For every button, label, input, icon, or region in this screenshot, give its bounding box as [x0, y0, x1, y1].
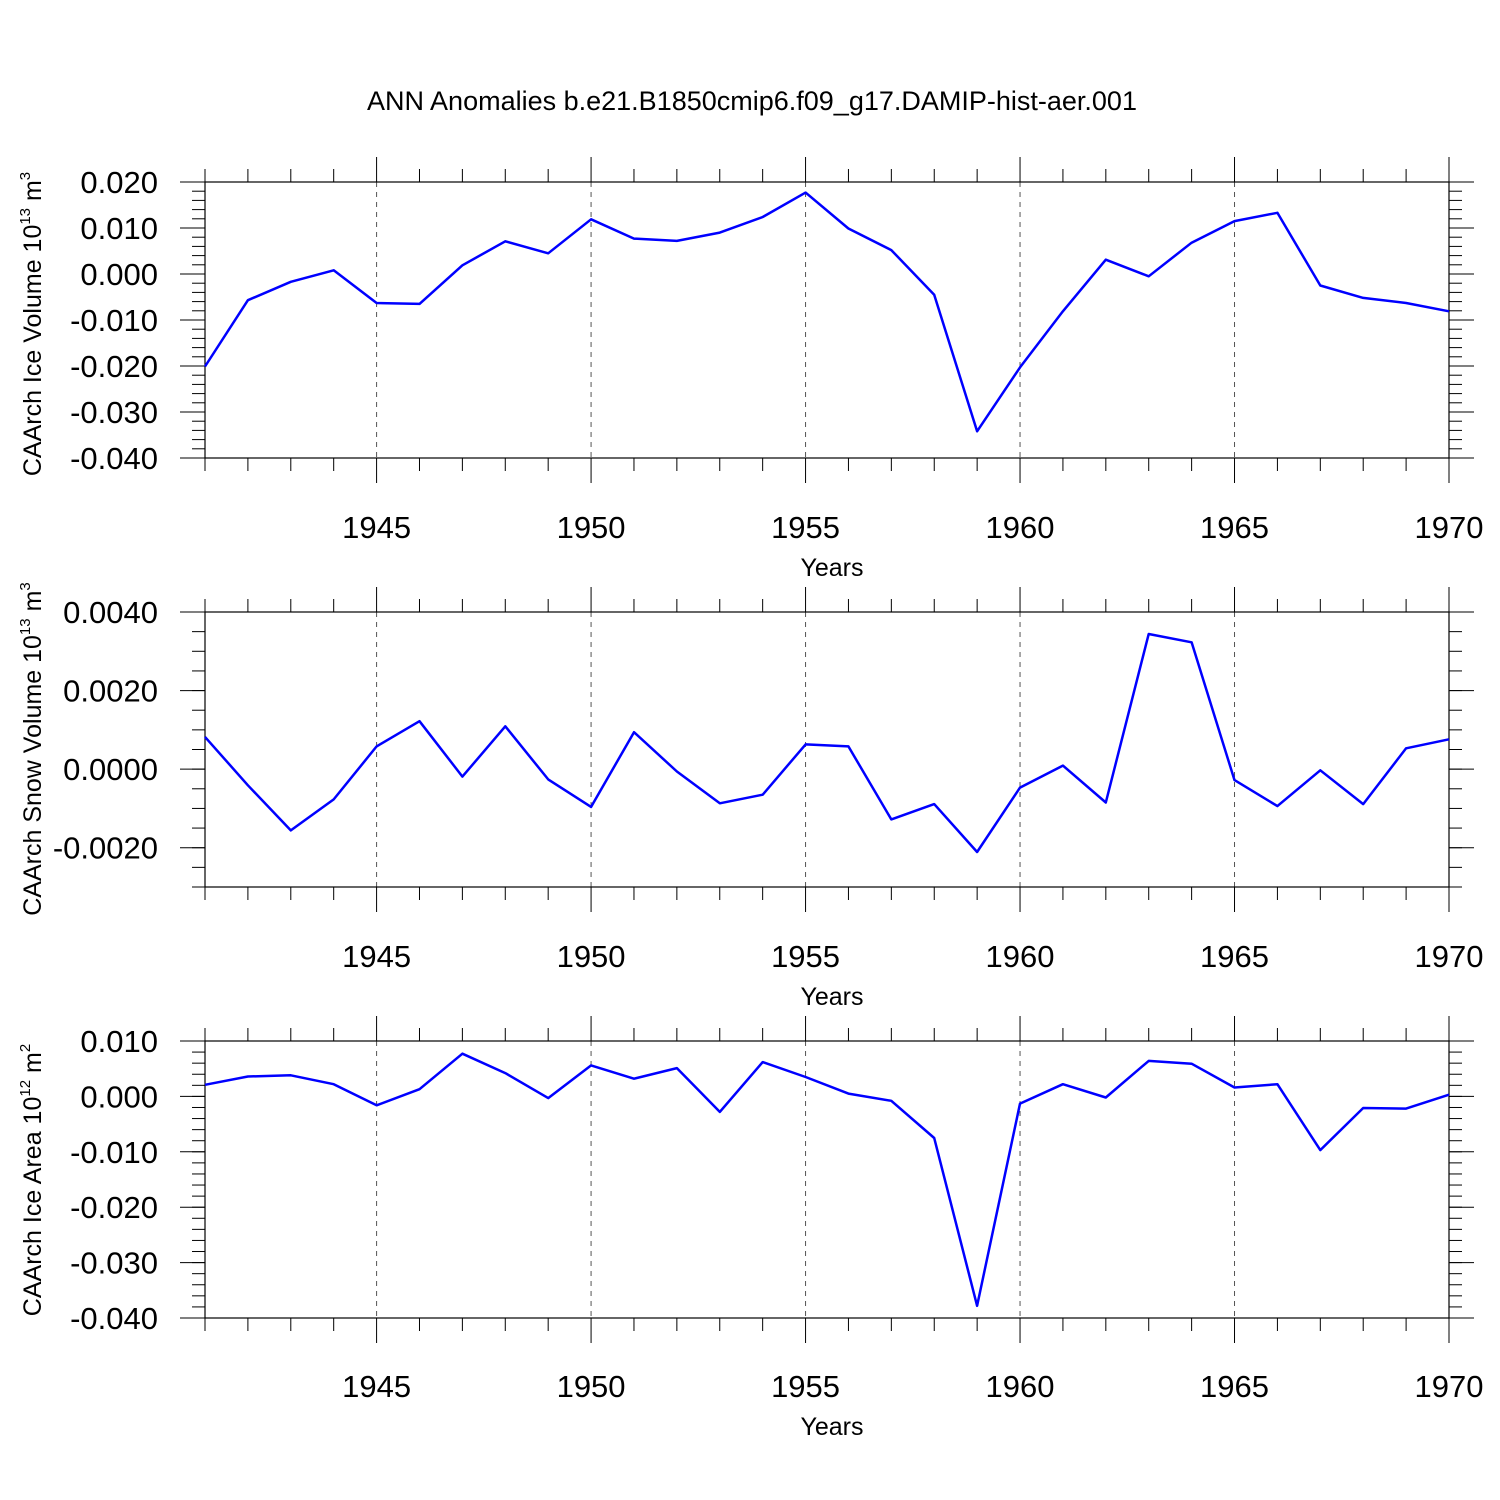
x-tick-label: 1955 — [771, 510, 840, 545]
y-tick-label: 0.0040 — [63, 595, 158, 630]
x-tick-label: 1960 — [986, 939, 1055, 974]
y-tick-label: -0.040 — [70, 1301, 158, 1336]
panel-1: 1945 1950 1955 1960 1965 1970 Years 0.020 0.010 0… — [17, 157, 1483, 582]
series-line — [204, 1052, 1450, 1308]
x-tick-label: 1970 — [1415, 510, 1484, 545]
y-tick-label: 0.0000 — [63, 752, 158, 787]
y-tick-label: -0.020 — [70, 349, 158, 384]
x-tick-label: 1945 — [342, 1369, 411, 1404]
y-tick-label: -0.010 — [70, 1135, 158, 1170]
x-tick-label: 1965 — [1200, 1369, 1269, 1404]
x-tick-label: 1955 — [771, 939, 840, 974]
x-tick-label: 1950 — [557, 1369, 626, 1404]
y-tick-label: 0.000 — [80, 1079, 158, 1114]
y-tick-label: -0.020 — [70, 1190, 158, 1225]
x-tick-label: 1970 — [1415, 939, 1484, 974]
y-axis-label: CAArch Snow Volume 1013 m3 — [17, 582, 47, 916]
x-axis-label: Years — [800, 983, 863, 1011]
x-axis-label: Years — [800, 1413, 863, 1441]
panel-2: 1945 1950 1955 1960 1965 1970 Years 0.0040 0.002… — [17, 582, 1483, 1011]
x-tick-label: 1945 — [342, 510, 411, 545]
y-tick-label: 0.0020 — [63, 674, 158, 709]
panel-3: 1945 1950 1955 1960 1965 1970 Years 0.010 0.000 -… — [17, 1016, 1483, 1441]
y-axis-label: CAArch Ice Area 1012 m2 — [17, 1044, 47, 1316]
x-tick-label: 1970 — [1415, 1369, 1484, 1404]
y-tick-label: 0.020 — [80, 165, 158, 200]
plot-frame — [204, 1040, 1450, 1319]
x-axis-label: Years — [800, 554, 863, 582]
series-line — [203, 191, 1450, 433]
y-axis-label: CAArch Ice Volume 1013 m3 — [17, 172, 47, 476]
y-tick-label: 0.000 — [80, 257, 158, 292]
x-tick-label: 1945 — [342, 939, 411, 974]
series-line — [204, 632, 1450, 854]
y-tick-label: -0.030 — [70, 395, 158, 430]
y-tick-label: -0.0020 — [53, 831, 158, 866]
y-tick-label: -0.010 — [70, 303, 158, 338]
figure-title: ANN Anomalies b.e21.B1850cmip6.f09_g17.D… — [367, 86, 1137, 116]
x-tick-label: 1950 — [557, 939, 626, 974]
x-tick-label: 1955 — [771, 1369, 840, 1404]
x-tick-label: 1960 — [986, 1369, 1055, 1404]
y-tick-label: -0.030 — [70, 1246, 158, 1281]
x-tick-label: 1960 — [986, 510, 1055, 545]
panels-group: 1945 1950 1955 1960 1965 1970 Years 0.020 0.010 0… — [17, 157, 1483, 1441]
y-tick-label: -0.040 — [70, 441, 158, 476]
x-tick-label: 1950 — [557, 510, 626, 545]
y-tick-label: 0.010 — [80, 211, 158, 246]
plot-frame — [204, 611, 1450, 888]
x-tick-label: 1965 — [1200, 510, 1269, 545]
x-tick-label: 1965 — [1200, 939, 1269, 974]
plot-frame — [204, 181, 1450, 459]
y-tick-label: 0.010 — [80, 1024, 158, 1059]
